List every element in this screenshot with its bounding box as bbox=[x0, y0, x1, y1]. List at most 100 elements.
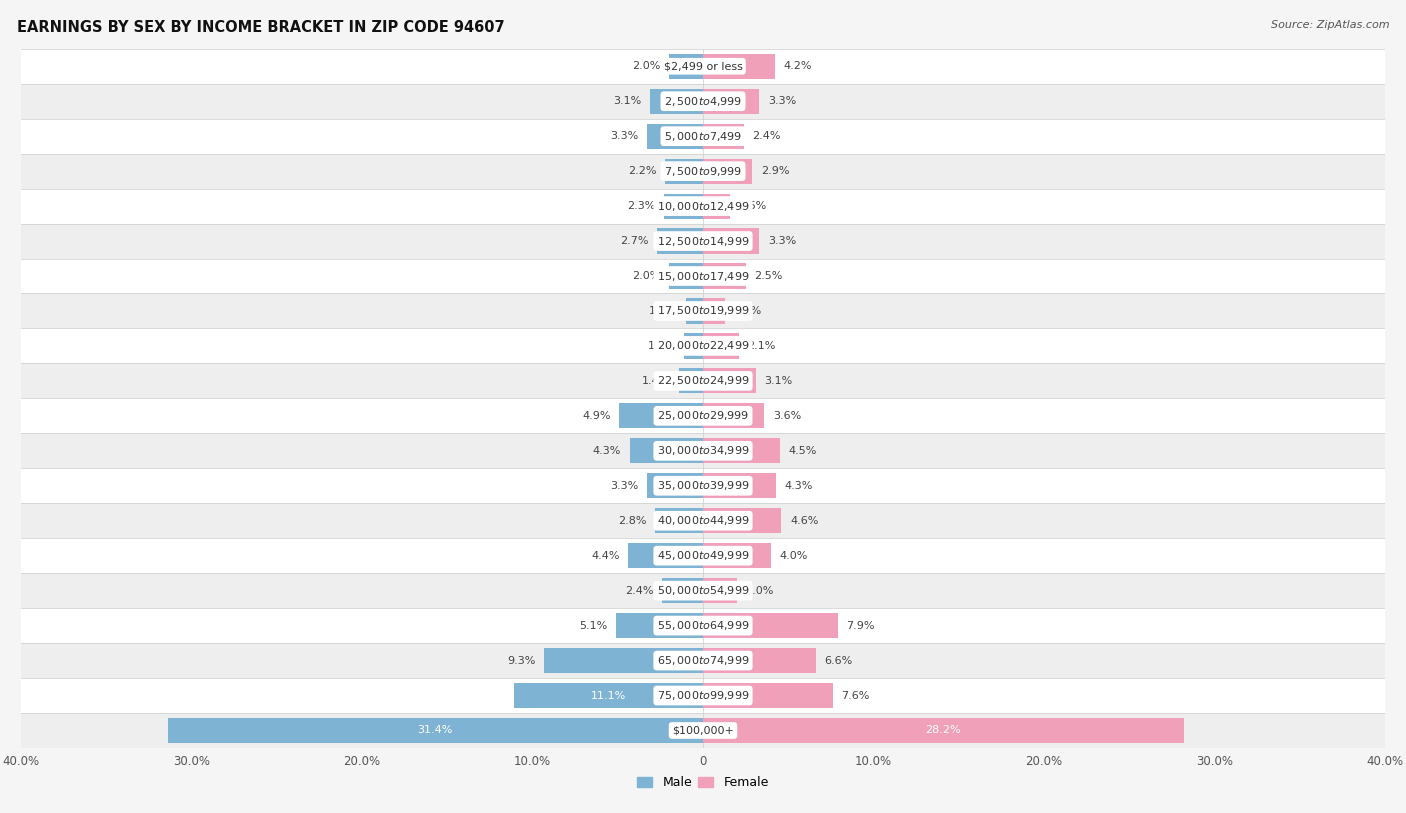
Text: 3.1%: 3.1% bbox=[765, 376, 793, 386]
Bar bbox=[703, 613, 838, 638]
Bar bbox=[647, 124, 703, 149]
Text: $20,000 to $22,499: $20,000 to $22,499 bbox=[657, 340, 749, 352]
Bar bbox=[703, 718, 1184, 743]
Bar bbox=[544, 648, 703, 673]
Text: $5,000 to $7,499: $5,000 to $7,499 bbox=[664, 130, 742, 142]
Bar bbox=[703, 228, 759, 254]
Text: 2.2%: 2.2% bbox=[628, 166, 657, 176]
Bar bbox=[21, 643, 1385, 678]
Bar bbox=[703, 368, 756, 393]
Text: 2.4%: 2.4% bbox=[626, 585, 654, 596]
Text: $7,500 to $9,999: $7,500 to $9,999 bbox=[664, 165, 742, 177]
Text: $35,000 to $39,999: $35,000 to $39,999 bbox=[657, 480, 749, 492]
Bar bbox=[703, 159, 752, 184]
Text: 28.2%: 28.2% bbox=[925, 725, 962, 736]
Bar bbox=[657, 228, 703, 254]
Text: 2.4%: 2.4% bbox=[752, 131, 780, 141]
Text: 2.7%: 2.7% bbox=[620, 236, 648, 246]
Text: $2,500 to $4,999: $2,500 to $4,999 bbox=[664, 95, 742, 107]
Bar bbox=[679, 368, 703, 393]
Bar bbox=[703, 298, 725, 324]
Bar bbox=[21, 398, 1385, 433]
Text: 2.0%: 2.0% bbox=[633, 61, 661, 72]
Text: $12,500 to $14,999: $12,500 to $14,999 bbox=[657, 235, 749, 247]
Bar bbox=[703, 438, 780, 463]
Bar bbox=[703, 333, 738, 359]
Text: $75,000 to $99,999: $75,000 to $99,999 bbox=[657, 689, 749, 702]
Text: $50,000 to $54,999: $50,000 to $54,999 bbox=[657, 585, 749, 597]
Text: EARNINGS BY SEX BY INCOME BRACKET IN ZIP CODE 94607: EARNINGS BY SEX BY INCOME BRACKET IN ZIP… bbox=[17, 20, 505, 35]
Text: 7.6%: 7.6% bbox=[841, 690, 869, 701]
Bar bbox=[21, 119, 1385, 154]
Text: 6.6%: 6.6% bbox=[824, 655, 852, 666]
Text: $25,000 to $29,999: $25,000 to $29,999 bbox=[657, 410, 749, 422]
Text: 4.9%: 4.9% bbox=[582, 411, 612, 421]
Bar bbox=[703, 89, 759, 114]
Text: 5.1%: 5.1% bbox=[579, 620, 607, 631]
Bar bbox=[21, 713, 1385, 748]
Bar bbox=[650, 89, 703, 114]
Text: 3.6%: 3.6% bbox=[773, 411, 801, 421]
Bar bbox=[21, 328, 1385, 363]
Bar bbox=[703, 648, 815, 673]
Bar bbox=[21, 538, 1385, 573]
Bar bbox=[669, 54, 703, 79]
Bar bbox=[21, 503, 1385, 538]
Bar bbox=[630, 438, 703, 463]
Bar bbox=[21, 573, 1385, 608]
Text: 4.6%: 4.6% bbox=[790, 515, 818, 526]
Text: $30,000 to $34,999: $30,000 to $34,999 bbox=[657, 445, 749, 457]
Text: 4.3%: 4.3% bbox=[593, 446, 621, 456]
Bar bbox=[628, 543, 703, 568]
Bar bbox=[21, 468, 1385, 503]
Text: 2.9%: 2.9% bbox=[761, 166, 789, 176]
Bar bbox=[703, 508, 782, 533]
Text: 1.1%: 1.1% bbox=[648, 341, 676, 351]
Text: 2.1%: 2.1% bbox=[748, 341, 776, 351]
Text: $2,499 or less: $2,499 or less bbox=[664, 61, 742, 72]
Text: 4.2%: 4.2% bbox=[783, 61, 811, 72]
Text: 3.3%: 3.3% bbox=[768, 236, 796, 246]
Bar bbox=[616, 613, 703, 638]
Text: $10,000 to $12,499: $10,000 to $12,499 bbox=[657, 200, 749, 212]
Bar bbox=[703, 403, 765, 428]
Text: $17,500 to $19,999: $17,500 to $19,999 bbox=[657, 305, 749, 317]
Bar bbox=[21, 293, 1385, 328]
Text: 3.3%: 3.3% bbox=[768, 96, 796, 107]
Bar bbox=[703, 263, 745, 289]
Bar bbox=[21, 678, 1385, 713]
Bar bbox=[703, 193, 730, 219]
Text: 1.3%: 1.3% bbox=[734, 306, 762, 316]
Bar bbox=[620, 403, 703, 428]
Text: 2.0%: 2.0% bbox=[745, 585, 773, 596]
Text: $40,000 to $44,999: $40,000 to $44,999 bbox=[657, 515, 749, 527]
Text: $22,500 to $24,999: $22,500 to $24,999 bbox=[657, 375, 749, 387]
Text: 2.5%: 2.5% bbox=[754, 271, 783, 281]
Bar bbox=[655, 508, 703, 533]
Text: 1.6%: 1.6% bbox=[738, 201, 768, 211]
Bar bbox=[665, 159, 703, 184]
Bar bbox=[21, 259, 1385, 293]
Bar bbox=[703, 124, 744, 149]
Text: 2.0%: 2.0% bbox=[633, 271, 661, 281]
Bar bbox=[21, 189, 1385, 224]
Bar bbox=[513, 683, 703, 708]
Bar bbox=[21, 433, 1385, 468]
Bar bbox=[685, 333, 703, 359]
Text: 1.0%: 1.0% bbox=[650, 306, 678, 316]
Bar bbox=[686, 298, 703, 324]
Bar bbox=[703, 473, 776, 498]
Text: 2.3%: 2.3% bbox=[627, 201, 655, 211]
Text: 7.9%: 7.9% bbox=[846, 620, 875, 631]
Text: $55,000 to $64,999: $55,000 to $64,999 bbox=[657, 620, 749, 632]
Text: $100,000+: $100,000+ bbox=[672, 725, 734, 736]
Bar bbox=[703, 543, 772, 568]
Text: 31.4%: 31.4% bbox=[418, 725, 453, 736]
Bar bbox=[664, 193, 703, 219]
Bar bbox=[167, 718, 703, 743]
Text: 4.5%: 4.5% bbox=[789, 446, 817, 456]
Bar bbox=[703, 683, 832, 708]
Bar bbox=[662, 578, 703, 603]
Bar bbox=[703, 578, 737, 603]
Text: 4.0%: 4.0% bbox=[780, 550, 808, 561]
